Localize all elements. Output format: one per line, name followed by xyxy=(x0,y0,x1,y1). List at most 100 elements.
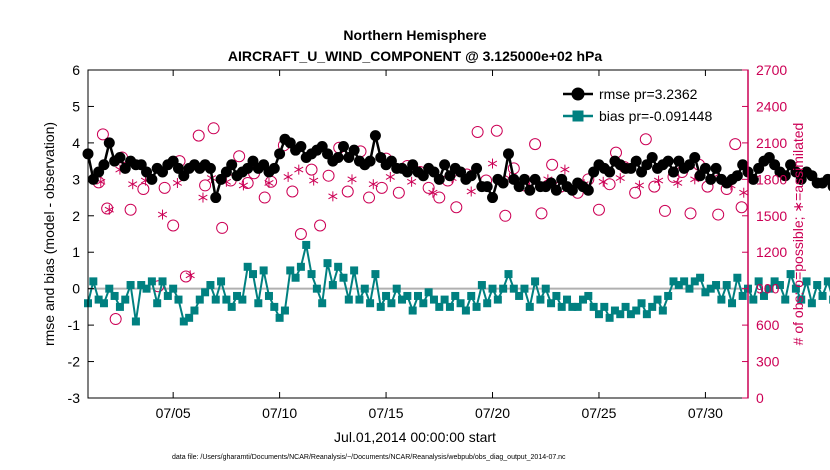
bias-point xyxy=(621,302,630,311)
bias-point xyxy=(786,270,795,279)
bias-point xyxy=(344,295,353,304)
legend-background xyxy=(558,80,730,132)
bias-point xyxy=(158,277,167,286)
bias-point xyxy=(414,291,422,300)
bias-point xyxy=(408,306,417,315)
bias-point xyxy=(201,288,210,297)
chart-title-line2: AIRCRAFT_U_WIND_COMPONENT @ 3.125000e+02… xyxy=(228,48,602,64)
rmse-point xyxy=(433,173,445,185)
bias-point xyxy=(153,299,162,308)
rmse-point xyxy=(550,184,562,196)
obs-possible-marker xyxy=(216,221,229,234)
bias-point xyxy=(477,281,486,290)
bias-point xyxy=(791,284,800,293)
bias-point xyxy=(89,277,98,286)
obs-possible-marker xyxy=(101,202,114,215)
bias-point xyxy=(706,284,715,293)
obs-assimilated-marker xyxy=(198,192,208,203)
obs-assimilated-marker xyxy=(653,175,664,186)
bias-point xyxy=(403,291,412,300)
rmse-point xyxy=(662,155,674,167)
obs-possible-marker xyxy=(529,138,542,151)
obs-assimilated-marker xyxy=(128,179,138,190)
bias-point xyxy=(264,291,273,300)
bias-point xyxy=(568,302,577,311)
y-right-tick-label: 1800 xyxy=(756,171,787,187)
rmse-point xyxy=(705,173,717,185)
rmse-point xyxy=(667,166,679,178)
bias-point xyxy=(563,295,572,304)
bias-point xyxy=(525,302,534,311)
legend-bias-marker xyxy=(572,110,584,122)
rmse-point xyxy=(710,162,722,174)
bias-point xyxy=(579,295,587,304)
x-tick-label: 07/15 xyxy=(369,405,404,421)
obs-assimilated-marker xyxy=(104,204,114,215)
rmse-point xyxy=(779,170,791,182)
bias-point xyxy=(350,266,359,275)
obs-possible-marker xyxy=(450,201,463,214)
bias-point xyxy=(547,299,556,308)
bias-point xyxy=(355,295,364,304)
obs-possible-marker xyxy=(499,209,512,222)
y-left-tick-label: 6 xyxy=(72,62,80,78)
bias-point xyxy=(217,277,226,286)
bias-point xyxy=(110,291,119,300)
obs-possible-marker xyxy=(137,183,150,196)
obs-assimilated-marker xyxy=(466,186,476,197)
obs-possible-marker xyxy=(96,128,109,141)
bias-point xyxy=(435,302,444,311)
bias-point xyxy=(296,262,305,271)
obs-possible-marker xyxy=(233,150,246,163)
bias-point xyxy=(797,295,806,304)
bias-point xyxy=(456,299,465,308)
bias-point xyxy=(802,277,811,286)
rmse-point xyxy=(689,151,701,163)
bias-point xyxy=(254,299,263,308)
bias-point xyxy=(334,262,343,271)
bias-point xyxy=(754,277,763,286)
bias-point xyxy=(419,299,428,308)
rmse-point xyxy=(364,155,376,167)
y-right-tick-label: 0 xyxy=(756,390,764,406)
bias-point xyxy=(759,291,768,300)
rmse-point xyxy=(114,151,126,163)
rmse-point xyxy=(274,148,286,160)
obs-assimilated-marker xyxy=(407,176,417,187)
obs-assimilated-marker xyxy=(385,171,395,182)
bias-point xyxy=(382,291,391,300)
y-left-tick-label: -3 xyxy=(68,390,81,406)
bias-point xyxy=(594,310,603,319)
bias-point xyxy=(318,299,327,308)
y-right-tick-label: 2400 xyxy=(756,98,787,114)
bias-point xyxy=(823,277,830,286)
bias-point xyxy=(392,284,401,293)
bias-point xyxy=(323,259,332,268)
bias-point xyxy=(504,270,513,279)
x-tick-label: 07/05 xyxy=(156,405,191,421)
y-left-tick-label: -1 xyxy=(68,317,81,333)
rmse-point xyxy=(210,192,222,204)
x-tick-label: 07/25 xyxy=(581,405,616,421)
bias-point xyxy=(515,291,524,300)
bias-point xyxy=(291,273,300,282)
obs-possible-marker xyxy=(422,181,435,194)
obs-assimilated-marker xyxy=(264,177,274,188)
obs-assimilated-marker xyxy=(739,187,749,198)
rmse-point xyxy=(369,130,381,142)
bias-point xyxy=(339,273,348,282)
bias-point xyxy=(642,310,651,319)
bias-point xyxy=(376,302,385,311)
data-file-footnote: data file: /Users/gharamti/Documents/NCA… xyxy=(172,454,566,461)
bias-point xyxy=(536,295,545,304)
legend-rmse-label: rmse pr=3.2362 xyxy=(599,86,698,102)
bias-point xyxy=(584,291,593,300)
rmse-point xyxy=(295,141,307,153)
obs-assimilated-marker xyxy=(172,177,183,188)
bias-point xyxy=(648,302,657,311)
y-right-tick-label: 2700 xyxy=(756,62,787,78)
bias-point xyxy=(121,295,130,304)
rmse-point xyxy=(630,155,642,167)
bias-point xyxy=(765,284,774,293)
obs-assimilated-marker xyxy=(368,179,378,190)
